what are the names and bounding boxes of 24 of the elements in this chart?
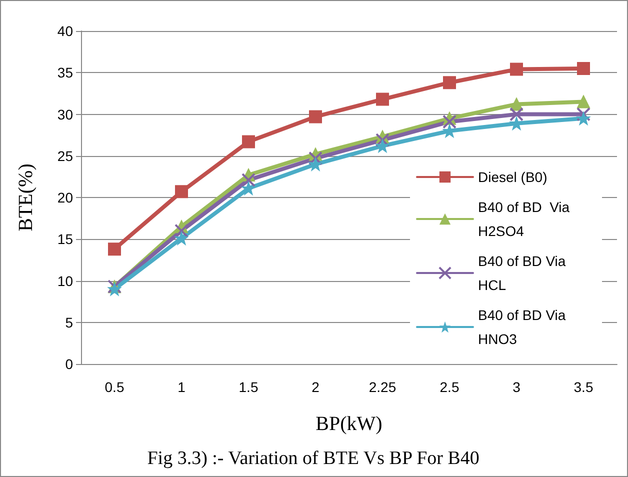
caption: Fig 3.3) :- Variation of BTE Vs BP For B40 xyxy=(147,448,480,469)
x-tick-label: 1.5 xyxy=(238,379,258,395)
x-tick-label: 2 xyxy=(312,379,320,395)
legend-label: Diesel (B0) xyxy=(478,169,548,185)
x-tick-label: 1 xyxy=(178,379,186,395)
legend-label: B40 of BD Via HCL xyxy=(478,253,570,293)
x-axis-title: BP(kW) xyxy=(316,413,382,435)
y-tick-label: 10 xyxy=(57,272,74,289)
legend-label: B40 of BD Via HNO3 xyxy=(478,307,570,347)
y-tick-label: 30 xyxy=(57,106,74,122)
y-tick-label: 5 xyxy=(65,314,74,330)
y-tick-label: 15 xyxy=(57,231,74,248)
legend-label: B40 of BD Via H2SO4 xyxy=(478,199,574,239)
x-tick-label: 3.5 xyxy=(574,379,594,395)
y-tick-label: 35 xyxy=(57,64,74,81)
y-tick-label: 20 xyxy=(57,190,74,206)
y-axis-title: BTE(%) xyxy=(15,164,37,232)
x-tick-label: 2.5 xyxy=(440,379,460,395)
x-tick-label: 3 xyxy=(512,379,521,395)
y-tick-label: 40 xyxy=(57,23,74,39)
y-tick-label: 25 xyxy=(57,148,74,164)
y-tick-label: 0 xyxy=(65,356,74,372)
x-tick-label: 0.5 xyxy=(104,379,124,395)
x-tick-label: 2.25 xyxy=(368,379,396,395)
